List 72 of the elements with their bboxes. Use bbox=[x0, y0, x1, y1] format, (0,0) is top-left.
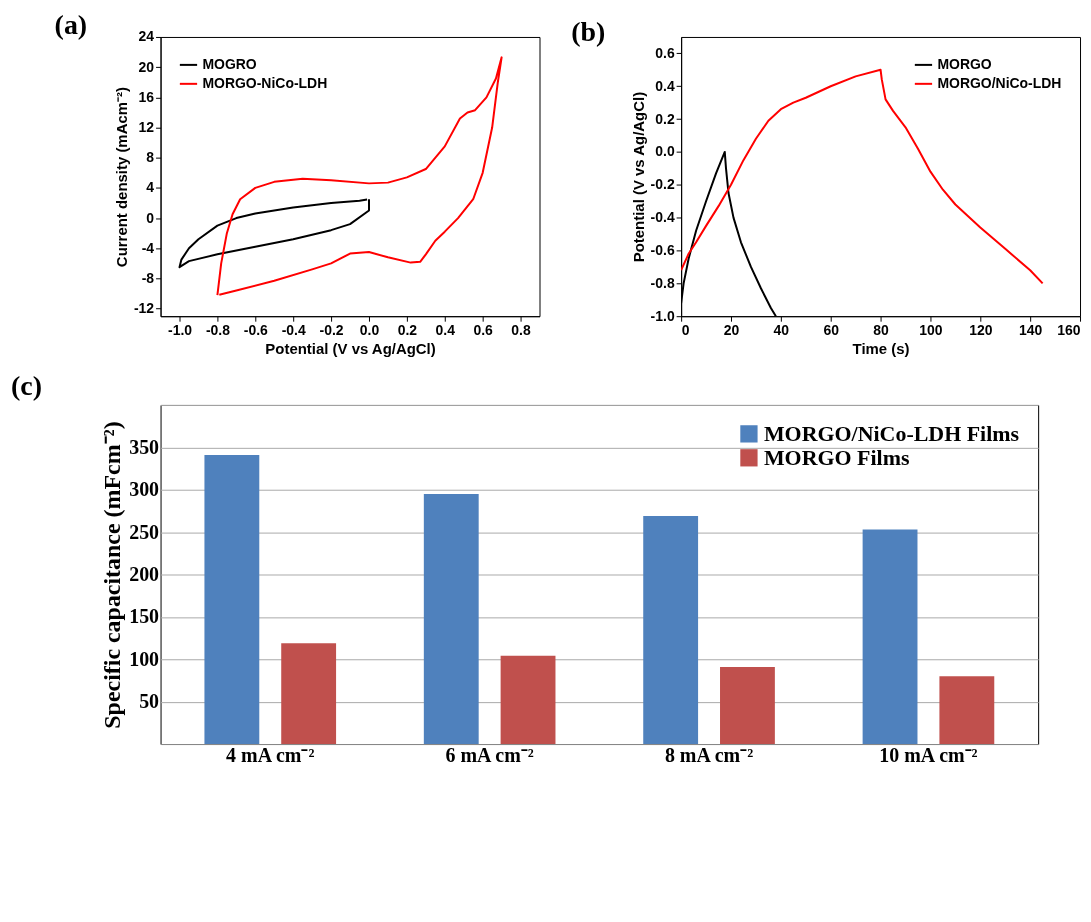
y-axis-title: Specific capacitance (mFcm⁻²) bbox=[99, 421, 126, 729]
chart-title: (b) bbox=[571, 15, 606, 47]
x-tick-label: -0.2 bbox=[319, 321, 344, 338]
y-tick-label: 100 bbox=[129, 647, 160, 670]
y-axis-title: Potential (V vs Ag/AgCl) bbox=[629, 91, 647, 263]
y-tick-label: 0.2 bbox=[655, 110, 675, 127]
x-tick-label: 0 bbox=[681, 321, 690, 338]
chart-title: (a) bbox=[54, 8, 88, 40]
x-tick-label: -0.6 bbox=[243, 321, 269, 338]
y-tick-label: 12 bbox=[138, 119, 155, 136]
bar bbox=[720, 666, 775, 745]
y-tick-label: -12 bbox=[133, 300, 155, 317]
y-tick-label: 200 bbox=[129, 562, 160, 585]
x-tick-label: 0.8 bbox=[511, 321, 531, 338]
x-tick-label: 100 bbox=[919, 321, 943, 338]
x-tick-label: 140 bbox=[1019, 321, 1043, 338]
legend-label: MORGO-NiCo-LDH bbox=[202, 74, 328, 91]
line-series bbox=[178, 198, 370, 269]
y-tick-label: -4 bbox=[141, 239, 155, 256]
x-tick-label: 10 mA cm⁻² bbox=[879, 744, 978, 767]
y-tick-label: 0.0 bbox=[655, 143, 675, 160]
bar bbox=[204, 454, 260, 745]
y-tick-label: 150 bbox=[129, 605, 160, 628]
legend-label: MORGO bbox=[937, 55, 992, 72]
x-tick-label: -1.0 bbox=[167, 321, 193, 338]
y-tick-label: -8 bbox=[141, 269, 155, 286]
y-axis-title: Current density (mAcm⁻²) bbox=[112, 87, 130, 268]
bar bbox=[862, 529, 918, 745]
legend-label: MORGO/NiCo-LDH Films bbox=[763, 420, 1020, 446]
y-tick-label: 16 bbox=[138, 88, 155, 105]
y-tick-label: 50 bbox=[139, 690, 160, 713]
x-tick-label: 60 bbox=[823, 321, 840, 338]
legend-label: MOGRO bbox=[202, 55, 257, 72]
x-tick-label: -0.4 bbox=[281, 321, 306, 338]
legend-label: MORGO Films bbox=[763, 444, 910, 470]
x-tick-label: 6 mA cm⁻² bbox=[445, 744, 534, 767]
x-tick-label: 20 bbox=[723, 321, 740, 338]
y-tick-label: -0.6 bbox=[650, 241, 675, 258]
legend-label: MORGO/NiCo-LDH bbox=[937, 74, 1062, 91]
bar bbox=[939, 676, 995, 745]
y-tick-label: 24 bbox=[138, 28, 155, 45]
bar bbox=[643, 516, 699, 745]
x-tick-label: 0.6 bbox=[473, 321, 494, 338]
bar bbox=[281, 643, 337, 745]
x-tick-label: 40 bbox=[773, 321, 790, 338]
y-tick-label: 8 bbox=[146, 149, 155, 166]
x-tick-label: 0.0 bbox=[359, 321, 380, 338]
x-tick-label: 160 bbox=[1057, 321, 1081, 338]
y-tick-label: 250 bbox=[129, 520, 160, 543]
y-tick-label: 0 bbox=[146, 209, 155, 226]
bar bbox=[423, 493, 479, 745]
x-tick-label: 8 mA cm⁻² bbox=[664, 744, 754, 767]
x-axis-title: Time (s) bbox=[852, 339, 910, 357]
x-tick-label: 4 mA cm⁻² bbox=[226, 744, 315, 767]
x-axis-title: Potential (V vs Ag/AgCl) bbox=[265, 339, 436, 357]
x-tick-label: 80 bbox=[873, 321, 890, 338]
x-tick-label: -0.8 bbox=[205, 321, 231, 338]
y-tick-label: -0.4 bbox=[650, 209, 675, 226]
x-tick-label: 120 bbox=[969, 321, 993, 338]
x-tick-label: 0.4 bbox=[435, 321, 456, 338]
y-tick-label: 20 bbox=[138, 58, 155, 75]
y-tick-label: 0.6 bbox=[655, 44, 675, 61]
y-tick-label: -1.0 bbox=[650, 307, 675, 324]
x-tick-label: 0.2 bbox=[397, 321, 418, 338]
y-tick-label: -0.2 bbox=[650, 176, 675, 193]
y-tick-label: 4 bbox=[146, 179, 155, 196]
bar bbox=[500, 655, 556, 745]
y-tick-label: 0.4 bbox=[655, 77, 675, 94]
y-tick-label: 350 bbox=[129, 435, 160, 458]
chart-title: (c) bbox=[10, 369, 42, 401]
y-tick-label: 300 bbox=[129, 478, 160, 501]
y-tick-label: -0.8 bbox=[650, 274, 675, 291]
